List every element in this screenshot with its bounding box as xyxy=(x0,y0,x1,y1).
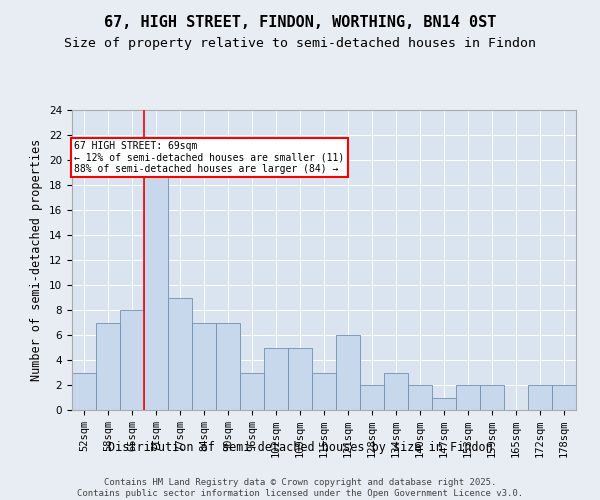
Bar xyxy=(288,348,312,410)
Bar xyxy=(384,372,408,410)
Bar xyxy=(264,348,288,410)
Text: Distribution of semi-detached houses by size in Findon: Distribution of semi-detached houses by … xyxy=(107,441,493,454)
Bar xyxy=(408,385,432,410)
Bar xyxy=(432,398,456,410)
Bar xyxy=(192,322,216,410)
Bar xyxy=(96,322,120,410)
Bar xyxy=(360,385,384,410)
Text: Size of property relative to semi-detached houses in Findon: Size of property relative to semi-detach… xyxy=(64,38,536,51)
Bar xyxy=(336,335,360,410)
Bar xyxy=(528,385,552,410)
Text: Contains HM Land Registry data © Crown copyright and database right 2025.
Contai: Contains HM Land Registry data © Crown c… xyxy=(77,478,523,498)
Text: 67 HIGH STREET: 69sqm
← 12% of semi-detached houses are smaller (11)
88% of semi: 67 HIGH STREET: 69sqm ← 12% of semi-deta… xyxy=(74,141,344,174)
Bar xyxy=(72,372,96,410)
Bar xyxy=(456,385,480,410)
Bar xyxy=(144,172,168,410)
Bar xyxy=(480,385,504,410)
Bar xyxy=(168,298,192,410)
Bar xyxy=(216,322,240,410)
Bar xyxy=(312,372,336,410)
Y-axis label: Number of semi-detached properties: Number of semi-detached properties xyxy=(31,139,43,381)
Bar xyxy=(240,372,264,410)
Bar xyxy=(120,310,144,410)
Bar xyxy=(552,385,576,410)
Text: 67, HIGH STREET, FINDON, WORTHING, BN14 0ST: 67, HIGH STREET, FINDON, WORTHING, BN14 … xyxy=(104,15,496,30)
